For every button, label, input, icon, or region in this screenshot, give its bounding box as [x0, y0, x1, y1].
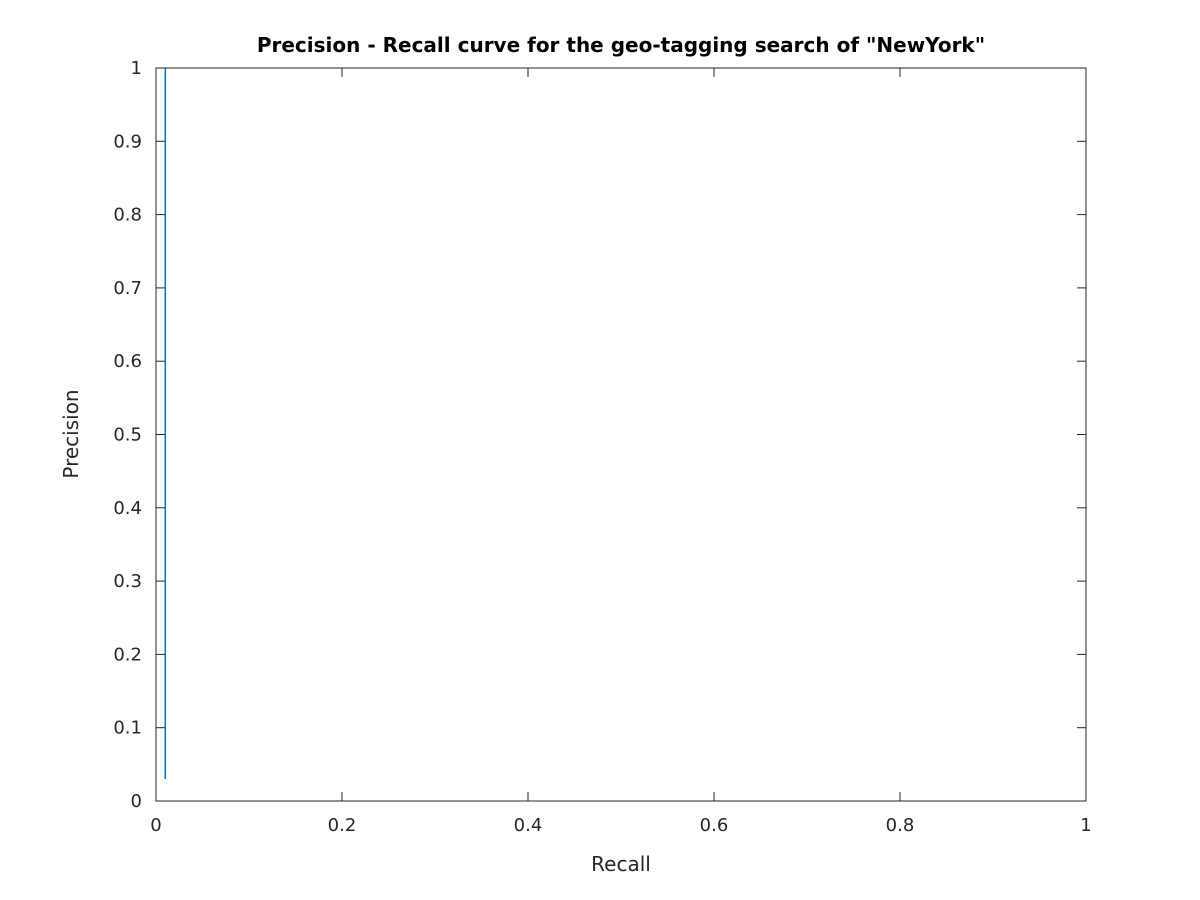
y-tick-label: 0 — [131, 791, 142, 812]
chart-title: Precision - Recall curve for the geo-tag… — [257, 33, 985, 57]
axes-box — [155, 67, 1087, 802]
y-tick-label: 1 — [131, 58, 142, 79]
x-tick-label: 0.2 — [328, 815, 357, 836]
x-tick-label: 0.4 — [514, 815, 543, 836]
y-tick-label: 0.3 — [113, 571, 142, 592]
y-tick-label: 0.2 — [113, 644, 142, 665]
x-tick-label: 1 — [1080, 815, 1091, 836]
x-tick-label: 0.8 — [886, 815, 915, 836]
x-tick-label: 0.6 — [700, 815, 729, 836]
y-tick-label: 0.7 — [113, 278, 142, 299]
plot-area — [156, 68, 1086, 801]
x-axis-label: Recall — [591, 852, 651, 876]
y-tick-label: 0.1 — [113, 718, 142, 739]
y-tick-label: 0.9 — [113, 131, 142, 152]
y-axis-label: Precision — [59, 389, 83, 478]
x-tick-label: 0 — [150, 815, 161, 836]
tick-labels: 0 0.2 0.4 0.6 0.8 1 0 0.1 0.2 0.3 0.4 0.5 0.6 0.7 0.8 0… — [113, 58, 1091, 836]
y-tick-label: 0.5 — [113, 425, 142, 446]
y-tick-label: 0.4 — [113, 498, 142, 519]
y-tick-label: 0.6 — [113, 351, 142, 372]
y-tick-label: 0.8 — [113, 205, 142, 226]
